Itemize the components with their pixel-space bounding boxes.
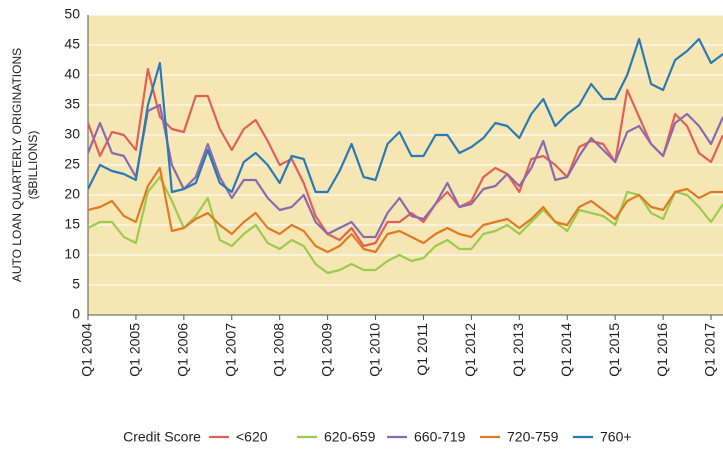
y-tick-label: 5 [72, 276, 80, 292]
y-tick-label: 10 [64, 246, 80, 262]
y-tick-label: 45 [64, 36, 80, 52]
legend-label: 720-759 [507, 429, 559, 445]
series-line [88, 67, 723, 248]
legend-label: 760+ [600, 429, 632, 445]
y-tick-label: 20 [64, 186, 80, 202]
legend-label: 660-719 [414, 429, 466, 445]
series-line [88, 166, 723, 254]
x-tick-label: Q1 2005 [127, 323, 143, 377]
y-tick-label: 25 [64, 156, 80, 172]
x-tick-label: Q1 2006 [175, 323, 191, 377]
x-tick-label: Q1 2015 [606, 323, 622, 377]
y-tick-label: 0 [72, 306, 80, 322]
series-line [88, 37, 723, 194]
x-tick-label: Q1 2010 [366, 323, 382, 377]
y-tick-label: 40 [64, 66, 80, 82]
plot-lines [88, 37, 723, 275]
series-line [88, 175, 723, 275]
y-axis-label: AUTO LOAN QUARTERLY ORIGINATIONS ($BILLI… [10, 48, 40, 282]
y-tick-label: 15 [64, 216, 80, 232]
y-label-line: AUTO LOAN QUARTERLY ORIGINATIONS [10, 48, 24, 282]
y-tick-label: 30 [64, 126, 80, 142]
legend-title: Credit Score [123, 429, 201, 445]
x-tick-label: Q1 2014 [558, 323, 574, 377]
x-tick-label: Q1 2007 [222, 323, 238, 377]
x-tick-label: Q1 2011 [414, 323, 430, 376]
x-tick-label: Q1 2012 [462, 323, 478, 377]
y-tick-label: 50 [64, 6, 80, 22]
x-tick-label: Q1 2017 [702, 323, 718, 377]
x-tick-label: Q1 2013 [510, 323, 526, 377]
y-tick-label: 35 [64, 96, 80, 112]
legend-label: <620 [236, 429, 268, 445]
x-tick-label: Q1 2004 [79, 323, 95, 377]
series-line [88, 103, 723, 239]
x-tick-label: Q1 2008 [270, 323, 286, 377]
x-tick-label: Q1 2016 [654, 323, 670, 377]
y-label-line: ($BILLIONS) [26, 131, 40, 200]
x-tick-label: Q1 2009 [318, 323, 334, 377]
legend-label: 620-659 [324, 429, 376, 445]
